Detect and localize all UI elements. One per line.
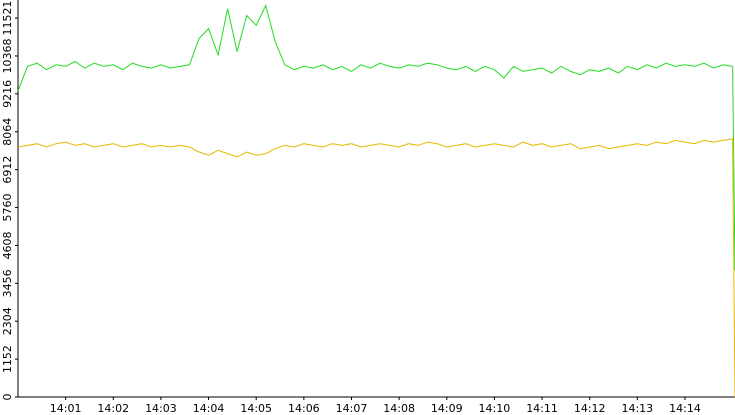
- y-tick-label: 2304: [1, 307, 14, 335]
- y-tick-label: 10368: [1, 38, 14, 73]
- x-tick-label: 14:02: [97, 402, 129, 415]
- x-tick-label: 14:06: [288, 402, 320, 415]
- y-tick-label: 9216: [1, 80, 14, 108]
- y-tick-label: 3456: [1, 269, 14, 297]
- y-tick-label: 4608: [1, 231, 14, 259]
- x-tick-label: 14:01: [50, 402, 82, 415]
- y-tick-label: 0: [1, 394, 14, 401]
- x-tick-label: 14:13: [621, 402, 653, 415]
- x-tick-label: 14:09: [431, 402, 463, 415]
- x-tick-label: 14:07: [336, 402, 368, 415]
- x-tick-label: 14:10: [479, 402, 511, 415]
- y-tick-label: 5760: [1, 194, 14, 222]
- y-tick-label: 6912: [1, 156, 14, 184]
- series-line: [17, 4, 735, 271]
- x-tick-label: 14:05: [240, 402, 272, 415]
- x-tick-label: 14:11: [526, 402, 558, 415]
- series-line: [17, 138, 735, 398]
- x-tick-label: 14:04: [193, 402, 225, 415]
- y-tick-label: 8064: [1, 118, 14, 146]
- x-tick-label: 14:14: [669, 402, 701, 415]
- y-tick-label: 11521: [1, 1, 14, 36]
- y-tick-label: 1152: [1, 345, 14, 373]
- x-tick-label: 14:08: [383, 402, 415, 415]
- x-tick-label: 14:03: [145, 402, 177, 415]
- x-tick-label: 14:12: [574, 402, 606, 415]
